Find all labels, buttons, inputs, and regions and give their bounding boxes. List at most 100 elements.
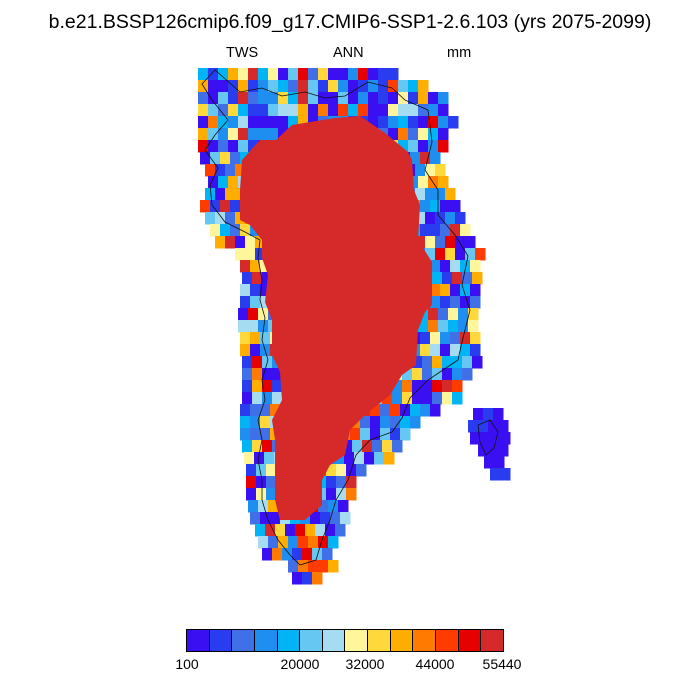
grid-cell <box>328 500 339 513</box>
grid-cell <box>208 80 219 93</box>
grid-cell <box>288 536 299 549</box>
grid-cell <box>240 416 251 429</box>
grid-cell <box>298 104 309 117</box>
grid-cell <box>432 356 443 369</box>
grid-cell <box>412 392 423 405</box>
grid-cell <box>288 104 299 117</box>
grid-cell <box>272 380 283 393</box>
grid-cell <box>358 92 369 105</box>
grid-cell <box>272 548 283 561</box>
grid-cell <box>430 296 441 309</box>
grid-cell <box>248 308 259 321</box>
grid-cell <box>268 116 279 129</box>
grid-cell <box>500 468 511 481</box>
grid-cell <box>388 104 399 117</box>
grid-cell <box>408 128 419 141</box>
grid-cell <box>250 344 261 357</box>
grid-cell <box>252 356 263 369</box>
grid-cell <box>430 224 441 237</box>
grid-cell <box>460 224 471 237</box>
grid-cell <box>410 152 421 165</box>
grid-cell <box>392 440 403 453</box>
grid-cell <box>260 428 271 441</box>
greenland-coastline <box>201 69 471 566</box>
grid-cell <box>368 104 379 117</box>
grid-cell <box>248 320 259 333</box>
grid-cell <box>342 440 353 453</box>
grid-cell <box>328 104 339 117</box>
grid-cell <box>472 356 483 369</box>
grid-cell <box>358 68 369 81</box>
grid-cell <box>330 512 341 525</box>
grid-cell <box>450 224 461 237</box>
colorbar-segment <box>187 630 210 651</box>
grid-cell <box>242 272 253 285</box>
grid-cell <box>210 200 221 213</box>
grid-cell <box>312 548 323 561</box>
grid-cell <box>298 536 309 549</box>
grid-cell <box>378 104 389 117</box>
grid-cell <box>388 80 399 93</box>
grid-cell <box>235 164 246 177</box>
grid-cell <box>455 212 466 225</box>
grid-cell <box>438 140 449 153</box>
grid-cell <box>360 428 371 441</box>
grid-cell <box>228 116 239 129</box>
colorbar-label-max: 55440 <box>482 656 522 672</box>
grid-cell <box>432 392 443 405</box>
grid-cell <box>490 432 501 445</box>
grid-cell <box>368 68 379 81</box>
grid-cell <box>440 200 451 213</box>
grid-cell <box>268 104 279 117</box>
colorbar-segment <box>413 630 437 651</box>
grid-cell <box>430 260 441 273</box>
colorbar-label-32000: 32000 <box>345 656 385 672</box>
grid-cell <box>498 444 509 457</box>
grid-cell <box>452 356 463 369</box>
grid-cell <box>428 320 439 333</box>
grid-cell <box>208 116 219 129</box>
grid-cell <box>378 116 389 129</box>
grid-cell <box>318 560 329 573</box>
grid-cell <box>208 92 219 105</box>
grid-cell <box>262 368 273 381</box>
grid-cell <box>318 104 329 117</box>
grid-cell <box>208 140 219 153</box>
grid-cell <box>238 68 249 81</box>
grid-cell <box>370 428 381 441</box>
grid-cell <box>438 128 449 141</box>
grid-cell <box>346 488 357 501</box>
grid-cell <box>288 116 299 129</box>
grid-cell <box>255 236 266 249</box>
grid-cell <box>240 224 251 237</box>
grid-cell <box>265 524 276 537</box>
ice-sheet-cells <box>240 116 432 520</box>
grid-cell <box>348 92 359 105</box>
grid-cell <box>225 164 236 177</box>
grid-cell <box>346 476 357 489</box>
grid-cell <box>225 236 236 249</box>
grid-cell <box>450 296 461 309</box>
grid-cell <box>210 152 221 165</box>
grid-cell <box>220 200 231 213</box>
grid-cell <box>310 512 321 525</box>
grid-cell <box>262 548 273 561</box>
grid-cell <box>242 392 253 405</box>
grid-cell <box>308 80 319 93</box>
grid-cell <box>488 420 499 433</box>
grid-cell <box>488 444 499 457</box>
grid-cell <box>220 224 231 237</box>
grid-cell <box>315 524 326 537</box>
grid-cell <box>432 272 443 285</box>
grid-cell <box>278 92 289 105</box>
grid-cell <box>392 392 403 405</box>
grid-cell <box>245 248 256 261</box>
grid-cell <box>368 92 379 105</box>
grid-cell <box>412 356 423 369</box>
grid-cell <box>200 152 211 165</box>
grid-cell <box>338 80 349 93</box>
grid-cell <box>358 80 369 93</box>
grid-cell <box>408 140 419 153</box>
grid-cell <box>440 224 451 237</box>
grid-cell <box>398 128 409 141</box>
